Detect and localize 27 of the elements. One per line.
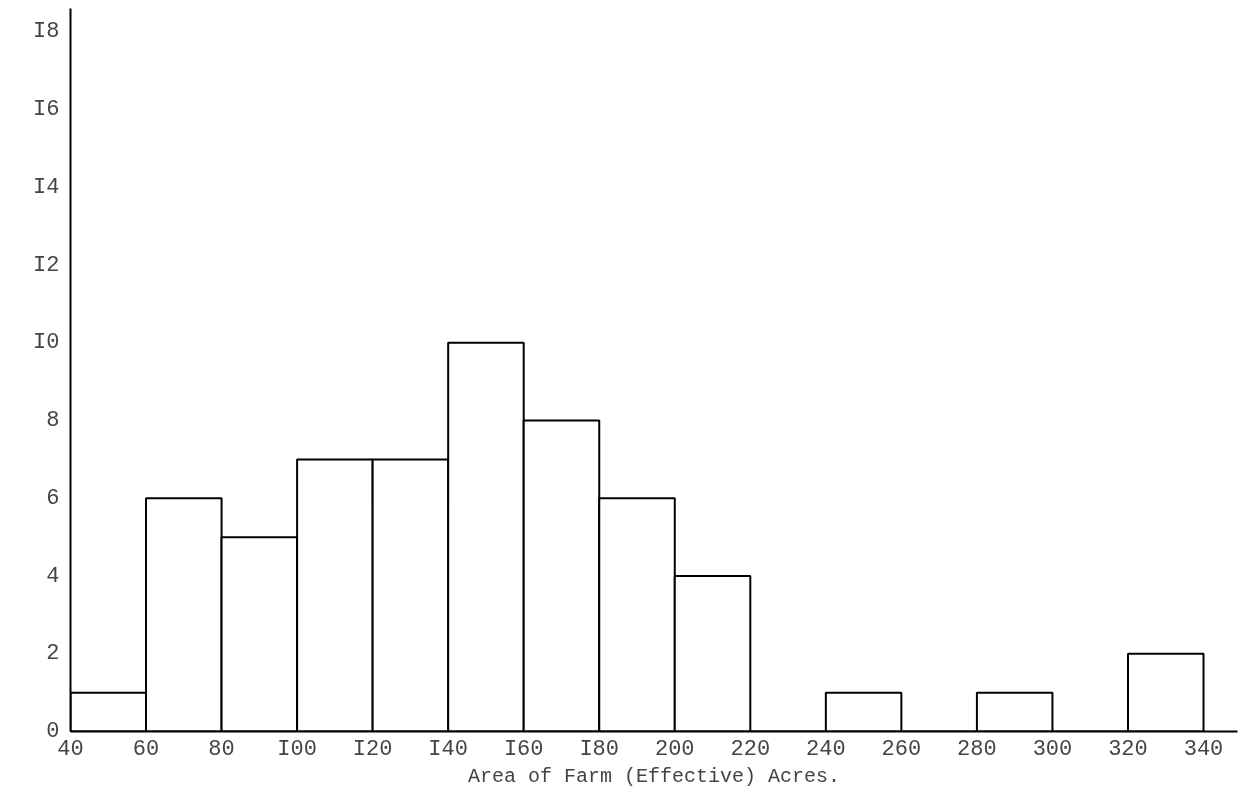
x-tick-label: 200: [654, 736, 695, 762]
x-tick-label: 40: [57, 736, 84, 762]
x-tick-label: 260: [881, 736, 922, 762]
x-tick-label: 280: [957, 736, 997, 762]
x-tick-label: 60: [132, 736, 160, 762]
x-tick-label: 240: [806, 736, 846, 762]
y-tick-label: I8: [33, 19, 60, 45]
y-tick-label: I4: [33, 174, 60, 200]
y-tick-label: I6: [33, 97, 60, 123]
y-tick-label: 6: [46, 485, 60, 511]
x-tick-label: I20: [352, 736, 393, 762]
x-tick-label: I60: [503, 736, 544, 762]
x-tick-label: 80: [208, 736, 235, 762]
y-tick-label: I2: [33, 252, 60, 278]
x-tick-label: I00: [277, 736, 317, 762]
y-tick-label: I0: [33, 330, 60, 356]
x-tick-label: 220: [730, 736, 771, 762]
x-axis-title: Area of Farm (Effective) Acres.: [467, 764, 841, 788]
x-tick-label: I80: [579, 736, 620, 762]
y-tick-label: 2: [46, 641, 60, 667]
x-tick-label: I40: [428, 736, 468, 762]
y-tick-label: 0: [46, 719, 60, 744]
x-tick-label: 320: [1108, 736, 1148, 762]
y-tick-label: 8: [46, 408, 60, 434]
x-tick-label: 300: [1032, 736, 1073, 762]
x-tick-label: 340: [1183, 736, 1224, 762]
y-tick-label: 4: [46, 563, 60, 589]
